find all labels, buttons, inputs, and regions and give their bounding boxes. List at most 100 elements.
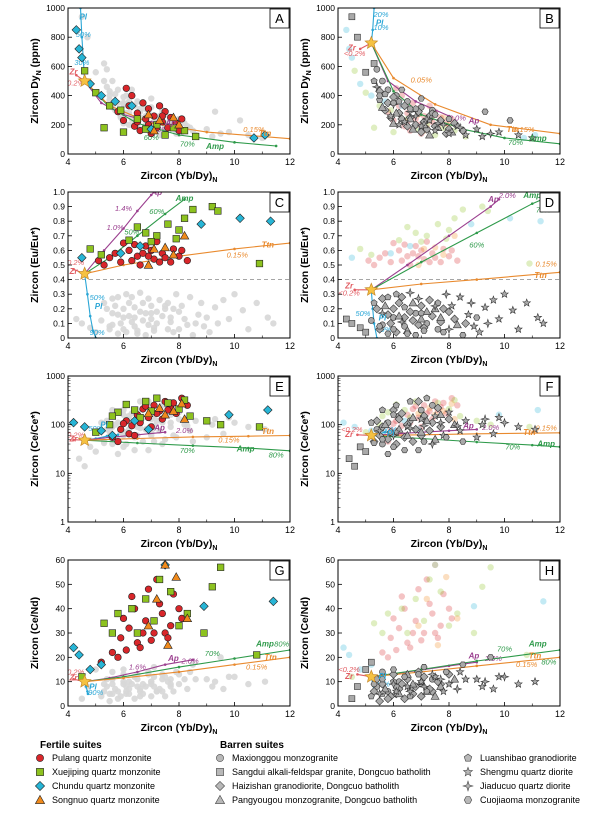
data-point-chundu xyxy=(107,430,118,441)
maxionggou-marker xyxy=(367,317,375,324)
curve-node xyxy=(530,652,534,655)
curve-percent-label: 50% xyxy=(90,293,105,302)
data-point-shengmu xyxy=(461,674,471,684)
data-point-pulang xyxy=(144,585,153,593)
data-point-xuejiping xyxy=(114,408,122,416)
curve-node xyxy=(356,673,359,676)
panel-letter: E xyxy=(275,379,284,394)
data-point-shengmu xyxy=(530,424,540,434)
curve-node xyxy=(91,329,95,333)
ghost-point xyxy=(128,293,136,301)
curve-node xyxy=(86,292,89,296)
data-point-luanshibao xyxy=(423,394,431,402)
curve-node xyxy=(406,263,409,267)
ghost-point xyxy=(100,688,108,695)
ghost-point xyxy=(148,95,155,102)
x-tick-label: 8 xyxy=(446,341,451,351)
data-point-pulang xyxy=(150,629,158,637)
ghost-point xyxy=(81,463,88,470)
y-tick-label: 0.2 xyxy=(323,304,335,314)
xuejiping-marker xyxy=(128,605,136,613)
curve-node xyxy=(191,435,195,439)
ghost-point xyxy=(184,321,191,329)
data-point-cuojiaoma xyxy=(401,447,409,454)
sangdui-marker xyxy=(216,768,224,776)
chundu-marker xyxy=(116,248,126,259)
data-point-chundu xyxy=(196,219,206,229)
ghost-point xyxy=(217,654,224,661)
ghost-point xyxy=(159,312,166,320)
x-tick-label: 6 xyxy=(121,525,126,535)
curve-percent-label: 0.15% xyxy=(535,259,557,268)
haizishan-marker xyxy=(400,101,410,111)
ghost-point xyxy=(98,693,105,700)
data-point-pangyougou xyxy=(394,311,404,320)
y-tick-label: 0.6 xyxy=(323,245,335,255)
ghost-point xyxy=(395,236,403,244)
ghost-point xyxy=(345,45,353,53)
curve-name-tag: Ttn xyxy=(264,653,277,662)
curve-percent-label: 50% xyxy=(124,227,139,236)
ghost-point xyxy=(139,317,147,324)
data-point-pulang xyxy=(114,653,122,661)
y-tick-label: 50 xyxy=(326,579,336,589)
shengmu-marker xyxy=(488,429,498,438)
ghost-point xyxy=(175,680,183,688)
xuejiping-marker xyxy=(131,406,139,414)
data-point-pangyougou xyxy=(380,684,390,693)
jiaducuo-marker xyxy=(377,308,388,319)
haizishan-marker xyxy=(386,318,396,328)
haizishan-marker xyxy=(383,694,393,704)
jiaducuo-marker xyxy=(427,669,438,680)
data-point-haizishan xyxy=(444,307,454,317)
data-point-songnuo xyxy=(174,119,184,129)
pulang-marker xyxy=(128,257,136,265)
y-axis-label: Zircon (Ce/Nd) xyxy=(299,597,311,669)
data-point-luanshibao xyxy=(392,401,400,409)
y-axis-label-main: Zircon (Ce/Nd) xyxy=(29,597,41,669)
pangyougou-marker xyxy=(391,108,401,117)
curve-node xyxy=(419,260,423,264)
x-tick-label: 6 xyxy=(121,341,126,351)
data-point-xuejiping xyxy=(167,588,175,596)
ghost-point xyxy=(186,427,194,434)
shengmu-marker xyxy=(488,295,498,304)
curve-percent-label: 60% xyxy=(149,207,164,216)
ghost-point xyxy=(184,685,191,693)
pulang-marker xyxy=(119,116,128,125)
ghost-point xyxy=(206,328,213,336)
curve-percent-label: <0.2% xyxy=(344,49,366,58)
data-point-pulang xyxy=(144,252,153,260)
pulang-marker xyxy=(131,431,139,440)
pulang-marker xyxy=(183,257,191,265)
ghost-point xyxy=(348,673,356,680)
data-point-xuejiping xyxy=(142,229,150,237)
maxionggou-marker xyxy=(379,668,386,676)
cuojiaoma-marker xyxy=(384,450,392,457)
ghost-point xyxy=(384,610,392,617)
data-point-cuojiaoma xyxy=(390,99,397,106)
x-tick-label: 6 xyxy=(121,157,126,167)
luanshibao-marker xyxy=(381,90,389,98)
curve-percent-label: 80% xyxy=(541,658,556,667)
pulang-marker xyxy=(175,605,183,613)
curve-node xyxy=(86,690,89,693)
x-tick-label: 12 xyxy=(285,525,295,535)
ghost-point xyxy=(92,448,99,455)
ghost-point xyxy=(109,309,116,317)
ghost-point xyxy=(148,678,155,685)
cuojiaoma-marker xyxy=(463,796,473,804)
curve-node xyxy=(122,227,125,230)
ghost-point xyxy=(131,446,138,454)
data-point-jiaducuo xyxy=(377,308,388,319)
pulang-marker xyxy=(117,425,125,433)
data-point-xuejiping xyxy=(125,236,133,244)
pulang-marker xyxy=(136,643,144,652)
data-point-sangdui xyxy=(348,320,356,327)
pulang-marker xyxy=(167,258,175,266)
pulang-marker xyxy=(122,646,130,654)
ghost-point xyxy=(123,291,130,298)
data-point-haizishan xyxy=(394,298,404,308)
curve-name-tag: Ttn xyxy=(262,427,275,436)
data-point-jiaducuo xyxy=(371,81,382,92)
